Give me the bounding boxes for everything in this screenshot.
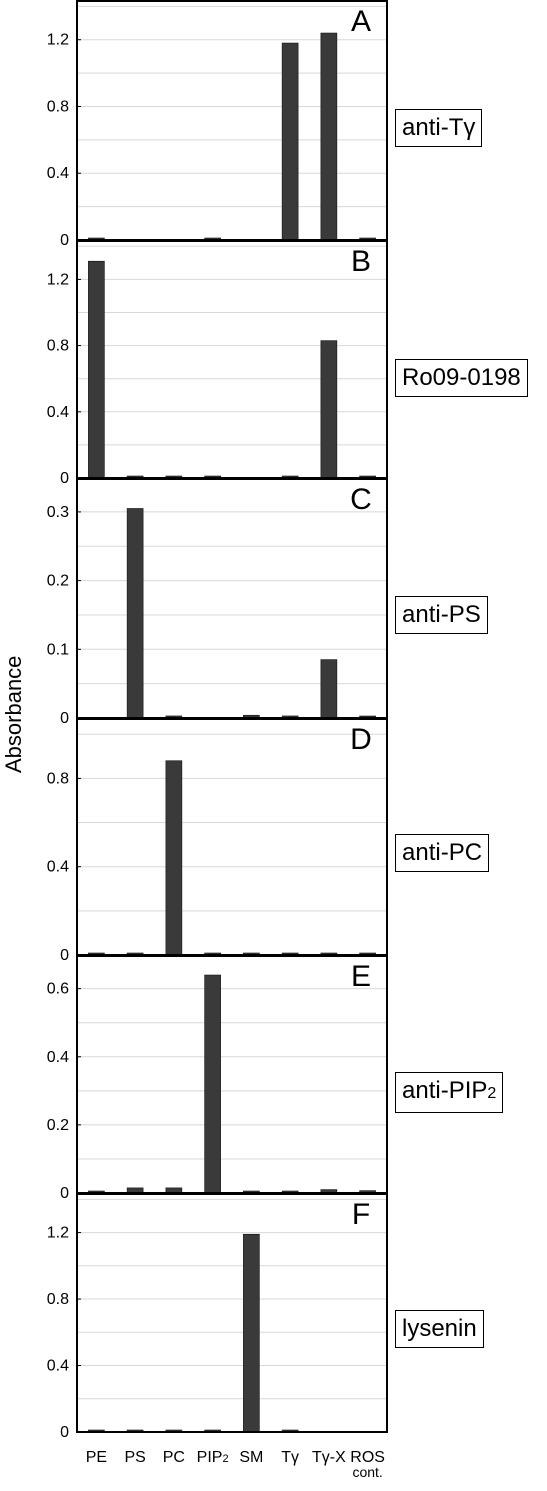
panel-letter: E [351,960,371,993]
y-tick-label: 0.8 [47,770,69,787]
x-tick-label: ROS [350,1449,385,1466]
y-tick-label: 0.4 [47,165,69,182]
x-tick-label-line2: cont. [352,1464,382,1480]
y-tick-label: 0 [60,710,69,727]
probe-label-f: lysenin [395,1310,484,1348]
bar-b-6 [320,340,338,479]
probe-label-text: Ro09-0198 [402,364,521,391]
bar-a-6 [320,32,338,241]
y-tick-label: 0 [60,1424,69,1441]
y-tick-label: 1.2 [47,271,69,288]
panel-frame [76,478,388,719]
y-tick-label: 1.2 [47,1225,69,1242]
y-tick-label: 0.1 [47,641,69,658]
y-tick-label: 0 [60,232,69,249]
y-tick-label: 0.4 [47,1358,69,1375]
panel-frame [76,0,388,241]
probe-label-text: anti-PIP [402,1077,488,1104]
panel-c: 0 0.1 0.2 0.3 C [47,478,388,727]
probe-label-subscript: 2 [487,1085,497,1102]
y-tick-label: 0.4 [47,404,69,421]
panel-frame [76,240,388,479]
y-tick-label: 1.2 [47,32,69,49]
panel-frame [76,1193,388,1433]
y-tick-label: 0 [60,1185,69,1202]
panel-letter: D [350,723,372,756]
x-tick-label: Tγ-X [312,1449,346,1466]
probe-label-c: anti-PS [395,596,488,634]
panel-letter: B [351,245,371,278]
panel-e: 0 0.2 0.4 0.6 E [47,955,388,1202]
probe-label-e: anti-PIP2 [395,1072,504,1113]
probe-label-text: anti-PC [402,839,483,866]
x-tick-label: PIP2 [197,1449,229,1466]
panel-letter: C [350,483,372,516]
bar-e-3 [204,974,221,1194]
bar-f-4 [243,1233,260,1433]
x-tick-label: PS [124,1449,145,1466]
x-tick-label: PE [86,1449,107,1466]
y-tick-label: 0.8 [47,1291,69,1308]
y-axis-label: Absorbance [1,655,26,773]
y-tick-label: 0.6 [47,981,69,998]
probe-label-text: lysenin [402,1315,477,1342]
y-tick-label: 0 [60,947,69,964]
y-tick-label: 0.4 [47,1049,69,1066]
y-tick-label: 0.4 [47,859,69,876]
y-tick-label: 0.2 [47,1117,69,1134]
x-tick-label: PC [163,1449,185,1466]
panel-frame [76,955,388,1194]
y-tick-label: 0.3 [47,504,69,521]
probe-label-a: anti-Tγ [395,109,483,147]
y-tick-label: 0 [60,470,69,487]
bar-c-6 [320,659,338,719]
y-tick-label: 0.8 [47,98,69,115]
bar-c-1 [126,508,144,719]
x-tick-label: SM [239,1449,263,1466]
y-tick-label: 0.8 [47,338,69,355]
bar-a-5 [281,42,299,241]
probe-label-d: anti-PC [395,834,490,872]
panel-b: 0 0.4 0.8 1.2 B [47,240,388,487]
panel-f: 0 0.4 0.8 1.2 F [47,1193,388,1441]
bar-d-2 [165,760,183,956]
panel-a: 0 0.4 0.8 1.2 A [47,0,388,249]
panel-letter: F [352,1198,370,1231]
panel-letter: A [351,5,371,38]
panel-frame [76,718,388,956]
probe-label-text: anti-PS [402,601,481,628]
y-tick-label: 0.2 [47,573,69,590]
probe-label-text: anti-Tγ [402,114,476,141]
probe-label-b: Ro09-0198 [395,359,528,397]
panel-d: 0 0.4 0.8 D [47,718,388,964]
x-tick-label: Tγ [281,1449,299,1466]
bar-b-0 [88,260,105,479]
